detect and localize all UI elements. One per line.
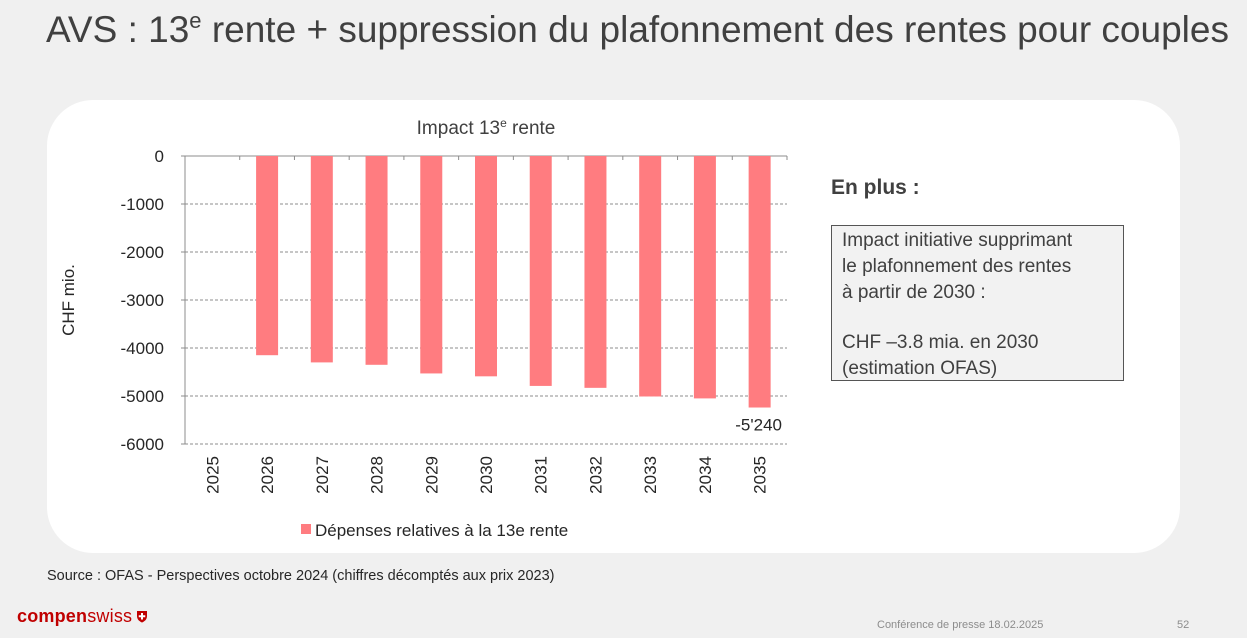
swiss-cross-shield-icon: [137, 611, 148, 623]
bar-2026: [256, 156, 279, 356]
x-tick-label: 2029: [422, 456, 441, 494]
y-tick-label: -3000: [121, 291, 164, 310]
bar-2028: [365, 156, 388, 365]
bar-chart: Impact 13e rente 0 -1000 -2000 -3000 -4000 -50…: [59, 116, 788, 540]
x-tick-label: 2025: [203, 456, 222, 494]
legend-label: Dépenses relatives à la 13e rente: [315, 521, 568, 540]
y-tick-label: -4000: [121, 339, 164, 358]
x-tick-label: 2033: [641, 456, 660, 494]
legend-swatch: [301, 524, 311, 534]
note-line: le plafonnement des rentes: [842, 256, 1072, 277]
bar-2033: [639, 156, 662, 397]
y-tick-label: 0: [155, 147, 164, 166]
slide-title: AVS : 13e rente + suppression du plafonn…: [46, 8, 1229, 50]
y-tick-label: -1000: [121, 195, 164, 214]
bar-2030: [475, 156, 497, 377]
compenswiss-logo: compenswiss: [17, 606, 148, 627]
y-tick-label: -5000: [121, 387, 164, 406]
x-tick-label: 2027: [313, 456, 332, 494]
x-tick-label: 2032: [586, 456, 605, 494]
y-axis-label: CHF mio.: [59, 264, 78, 336]
y-tick-label: -6000: [121, 435, 164, 454]
page-number: 52: [1177, 619, 1190, 631]
bar-2031: [529, 156, 552, 386]
x-tick-label: 2026: [258, 456, 277, 494]
note-line: (estimation OFAS): [842, 358, 998, 379]
note-line: CHF –3.8 mia. en 2030: [842, 332, 1039, 353]
y-tick-label: -2000: [121, 243, 164, 262]
source-note: Source : OFAS - Perspectives octobre 202…: [47, 568, 555, 584]
bar-2035: [748, 156, 771, 408]
data-label: -5'240: [735, 416, 782, 435]
note-line: Impact initiative supprimant: [842, 230, 1073, 251]
bar-2029: [420, 156, 443, 374]
bar-2032: [584, 156, 607, 388]
chart-title: Impact 13e rente: [417, 116, 556, 139]
note-box: Impact initiative supprimant le plafonne…: [831, 225, 1124, 381]
note-line: à partir de 2030 :: [842, 282, 986, 303]
x-tick-label: 2034: [696, 456, 715, 494]
x-tick-label: 2030: [477, 456, 496, 494]
extra-heading: En plus :: [831, 176, 920, 199]
bar-2034: [693, 156, 716, 399]
x-tick-label: 2035: [751, 456, 770, 494]
conference-date: Conférence de presse 18.02.2025: [877, 619, 1044, 631]
bar-2027: [310, 156, 333, 363]
x-tick-label: 2031: [532, 456, 551, 494]
x-tick-label: 2028: [368, 456, 387, 494]
